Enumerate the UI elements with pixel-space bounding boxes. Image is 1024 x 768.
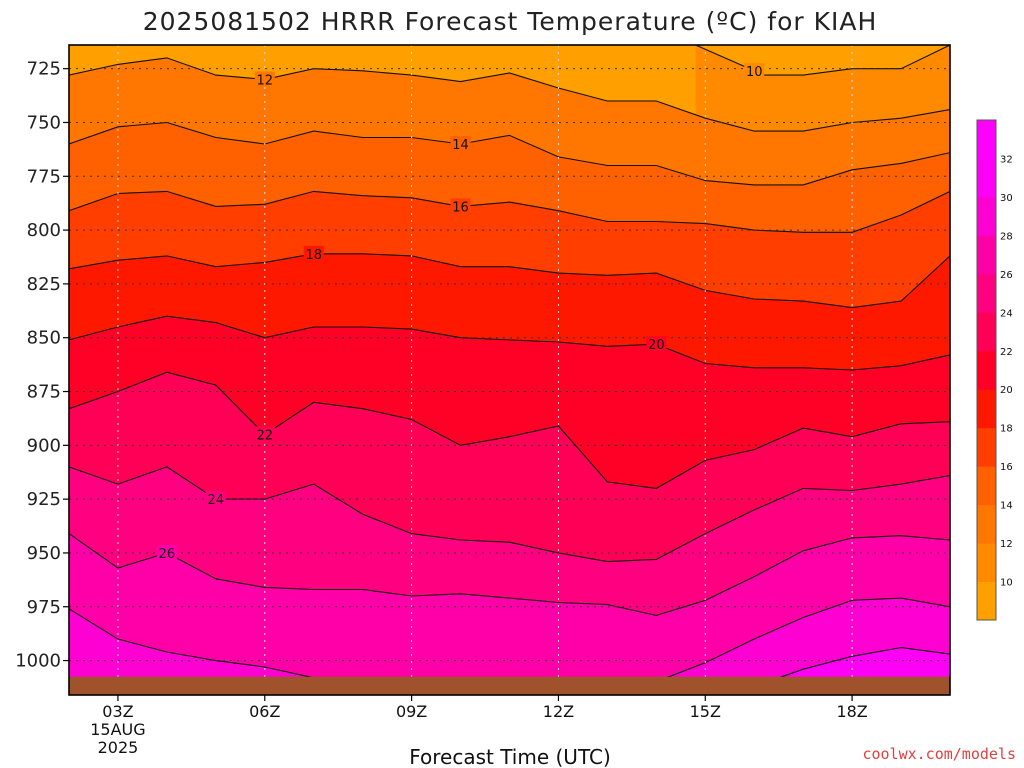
x-tick-label-06Z: 06Z [249, 702, 280, 721]
isotherm-28-9 [69, 608, 314, 679]
colorbar-band-18 [977, 389, 996, 429]
isotherm-label-bg-22 [254, 426, 275, 442]
isotherm-26-8 [69, 533, 950, 616]
isotherm-label-24: 24 [208, 493, 225, 508]
x-tick-label-18Z: 18Z [836, 702, 867, 721]
chart-title: 2025081502 HRRR Forecast Temperature (ºC… [143, 7, 878, 36]
colorbar-band-8 [977, 581, 996, 621]
colorbar-band-30 [977, 158, 996, 198]
isotherm-label-bg-14 [450, 136, 471, 152]
y-tick-label-900: 900 [27, 435, 61, 456]
colorbar-tick-12: 12 [1000, 539, 1013, 550]
colorbar-band-10 [977, 543, 996, 583]
colorbar-tick-20: 20 [1000, 385, 1013, 396]
colorbar-band-14 [977, 466, 996, 506]
isotherm-30-11 [778, 647, 950, 679]
isotherm-label-bg-18 [303, 245, 324, 261]
isotherm-14-2 [69, 121, 950, 186]
isotherm-label-22: 22 [257, 429, 274, 444]
y-tick-label-800: 800 [27, 220, 61, 241]
isotherm-label-bg-26 [156, 544, 177, 560]
x-tick-sublabel-1: 2025 [98, 738, 139, 757]
colorbar-tick-24: 24 [1000, 308, 1013, 319]
y-tick-label-975: 975 [27, 597, 61, 618]
y-tick-label-775: 775 [27, 166, 61, 187]
colorbar-tick-10: 10 [1000, 578, 1013, 589]
isotherm-labels: 10 12 14 16 18 20 22 24 26 [156, 62, 765, 562]
y-tick-label-950: 950 [27, 543, 61, 564]
isotherm-16-3 [69, 190, 950, 233]
isotherm-label-10: 10 [746, 65, 763, 80]
colorbar-band-24 [977, 273, 996, 313]
isotherm-10-0 [695, 45, 950, 76]
ground-surface [69, 676, 950, 695]
colorbar-frame [976, 119, 997, 621]
colorbar-band-28 [977, 196, 996, 236]
y-tick-label-925: 925 [27, 489, 61, 510]
y-tick-label-875: 875 [27, 382, 61, 403]
colorbar-band-20 [977, 350, 996, 390]
isotherm-label-bg-16 [450, 198, 471, 214]
x-tick-label-12Z: 12Z [543, 702, 574, 721]
colorbar-band-12 [977, 504, 996, 544]
y-tick-label-825: 825 [27, 274, 61, 295]
colorbar-tick-32: 32 [1000, 154, 1013, 165]
isotherm-22-6 [69, 371, 950, 489]
x-tick-sublabel-0: 15AUG [90, 720, 145, 739]
colorbar-band-22 [977, 312, 996, 352]
y-tick-label-725: 725 [27, 59, 61, 80]
temperature-fill-bands [69, 45, 950, 695]
y-tick-label-750: 750 [27, 112, 61, 133]
x-tick-label-03Z: 03Z [102, 702, 133, 721]
isotherm-label-12: 12 [257, 73, 274, 88]
colorbar-band-16 [977, 427, 996, 467]
x-axis-label: Forecast Time (UTC) [409, 745, 611, 768]
band-fill-28-9 [69, 608, 314, 695]
isotherm-20-5 [69, 315, 950, 371]
colorbar-tick-30: 30 [1000, 193, 1013, 204]
isotherm-12-1 [69, 57, 950, 132]
x-tick-label-09Z: 09Z [396, 702, 427, 721]
colorbar-tick-22: 22 [1000, 347, 1013, 358]
y-tick-label-1000: 1000 [15, 651, 61, 672]
isotherm-label-bg-10 [744, 62, 765, 78]
plot-area: 10 12 14 16 18 20 22 24 26 [69, 45, 950, 695]
isotherm-label-bg-24 [205, 491, 226, 507]
isotherm-label-bg-20 [646, 336, 667, 352]
plot-frame [68, 44, 951, 696]
isotherm-label-26: 26 [159, 547, 176, 562]
colorbar-tick-26: 26 [1000, 270, 1013, 281]
colorbar-tick-18: 18 [1000, 424, 1013, 435]
isotherm-18-4 [69, 253, 950, 309]
isotherm-label-20: 20 [648, 338, 665, 353]
ground-fill [69, 676, 950, 695]
colorbar-band-26 [977, 235, 996, 275]
watermark: coolwx.com/models [862, 745, 1016, 763]
y-axis: 725 750 775 800 825 850 875 900 925 950 975 1000 [15, 59, 69, 672]
colorbar: 10 12 14 16 18 20 22 24 26 28 30 32 [976, 119, 1013, 621]
colorbar-tick-14: 14 [1000, 501, 1013, 512]
x-tick-label-15Z: 15Z [690, 702, 721, 721]
isotherm-label-18: 18 [305, 248, 322, 263]
colorbar-band-32 [977, 120, 996, 159]
y-tick-label-850: 850 [27, 328, 61, 349]
isotherm-label-14: 14 [452, 138, 469, 153]
colorbar-tick-28: 28 [1000, 231, 1013, 242]
isotherm-label-bg-12 [254, 71, 275, 87]
isotherm-label-16: 16 [452, 200, 469, 215]
colorbar-tick-16: 16 [1000, 462, 1013, 473]
